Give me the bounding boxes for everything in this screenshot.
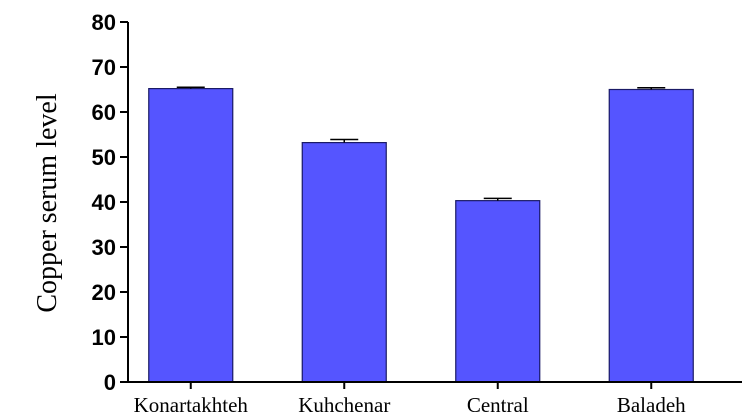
error-bars <box>176 86 666 201</box>
x-label-central: Central <box>467 393 529 417</box>
x-label-konartakhteh: Konartakhteh <box>134 393 249 417</box>
bar-central <box>455 200 541 383</box>
y-tick-label-80: 80 <box>92 10 116 35</box>
bar-baladeh <box>608 88 694 383</box>
y-axis-title: Copper serum level <box>32 93 63 312</box>
y-tick-label-0: 0 <box>104 370 116 395</box>
y-tick-label-70: 70 <box>92 55 116 80</box>
error-bar-konartakhteh <box>176 86 205 89</box>
x-category-labels: Konartakhteh Kuhchenar Central Baladeh <box>134 393 687 417</box>
y-tick-label-40: 40 <box>92 190 116 215</box>
y-tick-label-50: 50 <box>92 145 116 170</box>
error-bar-baladeh <box>637 86 666 90</box>
x-label-baladeh: Baladeh <box>617 393 686 417</box>
x-label-kuhchenar: Kuhchenar <box>298 393 390 417</box>
error-bar-central <box>483 197 512 201</box>
y-tick-label-30: 30 <box>92 235 116 260</box>
error-bar-kuhchenar <box>330 138 359 143</box>
y-ticks: 0 10 20 30 40 50 60 70 80 <box>92 10 128 395</box>
bars <box>148 87 694 383</box>
y-tick-label-60: 60 <box>92 100 116 125</box>
y-tick-label-20: 20 <box>92 280 116 305</box>
bar-kuhchenar <box>301 142 387 383</box>
bar-konartakhteh <box>148 87 234 383</box>
y-tick-label-10: 10 <box>92 325 116 350</box>
